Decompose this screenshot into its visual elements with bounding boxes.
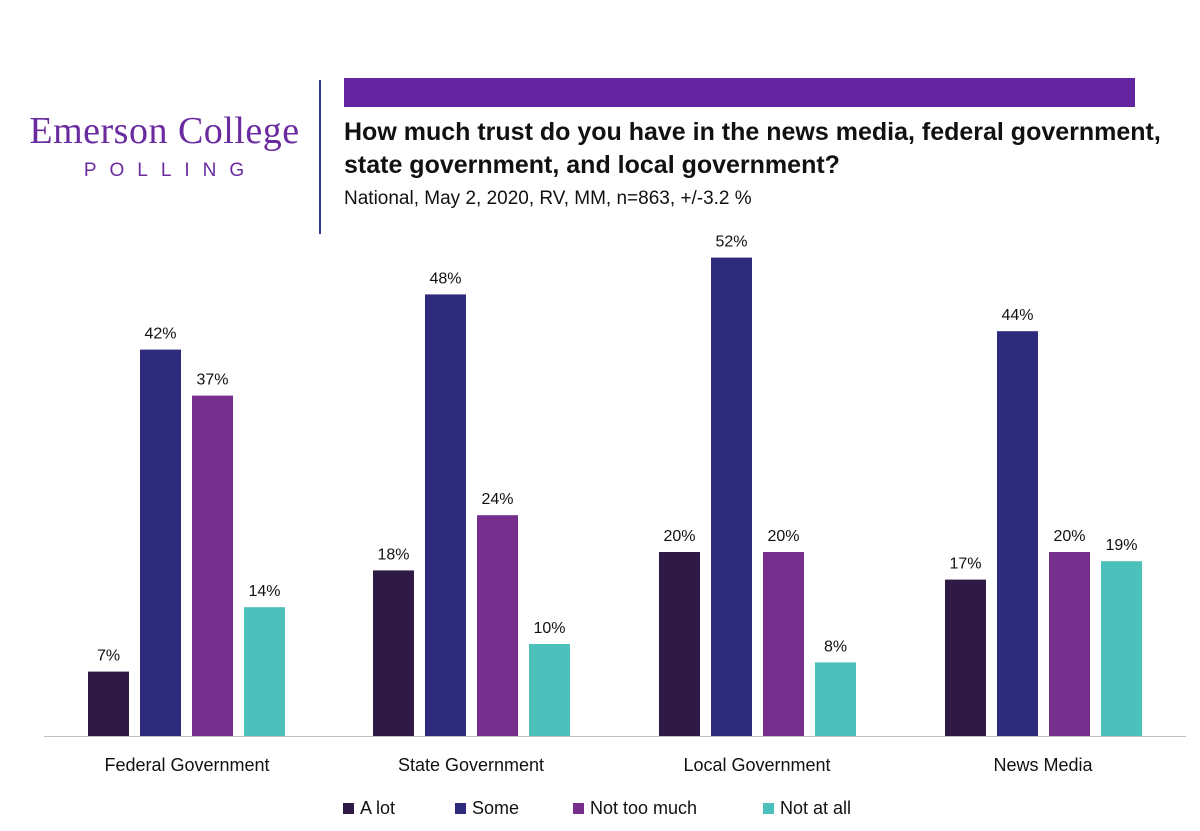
bar-value-label: 48%: [429, 270, 461, 287]
bar: [763, 552, 804, 736]
x-tick-label: State Government: [398, 755, 544, 775]
bar: [1101, 561, 1142, 736]
legend-swatch: [343, 803, 354, 814]
legend-label: Some: [472, 798, 520, 818]
legend-item: Some: [455, 798, 519, 819]
bar-value-label: 24%: [481, 491, 513, 508]
bar: [88, 671, 129, 736]
legend-swatch: [763, 803, 774, 814]
legend-label: Not at all: [780, 798, 852, 818]
legend: A lot Some Not too much Not at all: [0, 798, 1200, 822]
logo: Emerson College POLLING: [22, 110, 307, 182]
logo-name: Emerson College: [29, 110, 300, 152]
bar: [1049, 552, 1090, 736]
bar-value-label: 52%: [715, 234, 747, 251]
x-tick-label: News Media: [993, 755, 1093, 775]
bar: [477, 515, 518, 736]
header-divider: [319, 80, 321, 234]
bar: [425, 294, 466, 736]
legend-label: A lot: [360, 798, 396, 818]
chart-title: How much trust do you have in the news m…: [344, 118, 1161, 179]
bar-value-label: 14%: [248, 583, 280, 600]
x-tick-label: Local Government: [683, 755, 830, 775]
bar: [529, 644, 570, 736]
bar-value-label: 10%: [533, 620, 565, 637]
bar-value-label: 20%: [767, 528, 799, 545]
bar-value-label: 7%: [97, 648, 120, 665]
bar-value-label: 19%: [1105, 537, 1137, 554]
bar: [659, 552, 700, 736]
legend-item: Not at all: [763, 798, 851, 819]
legend-label: Not too much: [590, 798, 698, 818]
bar: [244, 607, 285, 736]
bar-value-label: 20%: [663, 528, 695, 545]
legend-item: A lot: [343, 798, 395, 819]
chart-subtitle: National, May 2, 2020, RV, MM, n=863, +/…: [344, 188, 752, 209]
bar-value-label: 37%: [196, 372, 228, 389]
bar-value-label: 8%: [824, 638, 847, 655]
legend-swatch: [573, 803, 584, 814]
bar: [945, 579, 986, 736]
bar: [373, 570, 414, 736]
header-accent-bar: [344, 78, 1135, 107]
bar-value-label: 44%: [1001, 307, 1033, 324]
bar-value-label: 17%: [949, 556, 981, 573]
legend-item: Not too much: [573, 798, 697, 819]
bar: [140, 349, 181, 736]
bar: [997, 331, 1038, 736]
bar: [711, 257, 752, 736]
x-tick-label: Federal Government: [104, 755, 269, 775]
bar-value-label: 18%: [377, 546, 409, 563]
bar: [815, 662, 856, 736]
bar: [192, 395, 233, 736]
legend-swatch: [455, 803, 466, 814]
bar-value-label: 20%: [1053, 528, 1085, 545]
bar-value-label: 42%: [144, 326, 176, 343]
logo-subtitle: POLLING: [83, 160, 258, 181]
